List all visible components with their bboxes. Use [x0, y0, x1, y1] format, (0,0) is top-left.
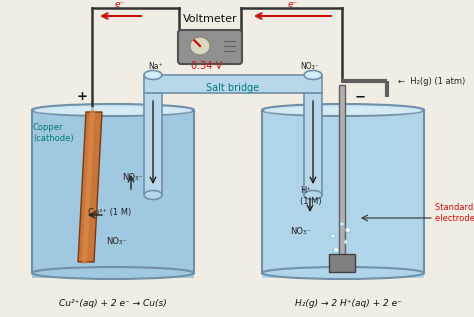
Text: Cu²⁺(aq) + 2 e⁻ → Cu(s): Cu²⁺(aq) + 2 e⁻ → Cu(s) — [59, 299, 167, 307]
Text: NO₃⁻: NO₃⁻ — [106, 237, 127, 247]
Circle shape — [331, 234, 335, 238]
Text: e⁻: e⁻ — [115, 0, 125, 9]
Text: Salt bridge: Salt bridge — [207, 83, 260, 93]
Circle shape — [346, 228, 350, 232]
Text: ←  H₂(g) (1 atm): ← H₂(g) (1 atm) — [398, 76, 465, 86]
Bar — [144, 75, 322, 93]
Circle shape — [334, 248, 338, 253]
Ellipse shape — [262, 267, 424, 279]
Text: Cu²⁺ (1 M): Cu²⁺ (1 M) — [88, 208, 131, 217]
Text: Voltmeter: Voltmeter — [182, 14, 237, 24]
Ellipse shape — [144, 191, 162, 199]
Ellipse shape — [262, 104, 424, 116]
Bar — [32, 110, 194, 278]
Circle shape — [344, 240, 348, 244]
Text: 0.34 V: 0.34 V — [191, 61, 223, 71]
Ellipse shape — [144, 70, 162, 80]
Text: Standard hydrogen
electrode (anode): Standard hydrogen electrode (anode) — [435, 203, 474, 223]
Bar — [304, 93, 322, 195]
Bar — [329, 254, 355, 272]
Circle shape — [340, 222, 344, 226]
Ellipse shape — [264, 107, 422, 115]
Text: Na⁺: Na⁺ — [149, 62, 164, 71]
FancyBboxPatch shape — [178, 30, 242, 64]
Polygon shape — [82, 110, 95, 264]
Text: H₂(g) → 2 H⁺(aq) + 2 e⁻: H₂(g) → 2 H⁺(aq) + 2 e⁻ — [294, 299, 401, 307]
Text: +: + — [76, 90, 88, 103]
Bar — [339, 85, 345, 265]
Ellipse shape — [304, 191, 322, 199]
Text: Copper
(cathode): Copper (cathode) — [33, 123, 73, 143]
Ellipse shape — [304, 70, 322, 80]
Text: e⁻: e⁻ — [287, 0, 298, 9]
Ellipse shape — [32, 104, 194, 116]
Ellipse shape — [32, 267, 194, 279]
Polygon shape — [78, 112, 102, 262]
Text: NO₃⁻: NO₃⁻ — [290, 228, 310, 236]
Text: −: − — [355, 90, 365, 103]
Text: NO₃⁻: NO₃⁻ — [301, 62, 319, 71]
Text: H⁺
(1 M): H⁺ (1 M) — [300, 186, 322, 206]
Bar — [262, 110, 424, 278]
Bar — [144, 93, 162, 195]
Ellipse shape — [34, 107, 192, 115]
Ellipse shape — [190, 37, 210, 55]
Text: NO₃⁻: NO₃⁻ — [122, 173, 143, 183]
